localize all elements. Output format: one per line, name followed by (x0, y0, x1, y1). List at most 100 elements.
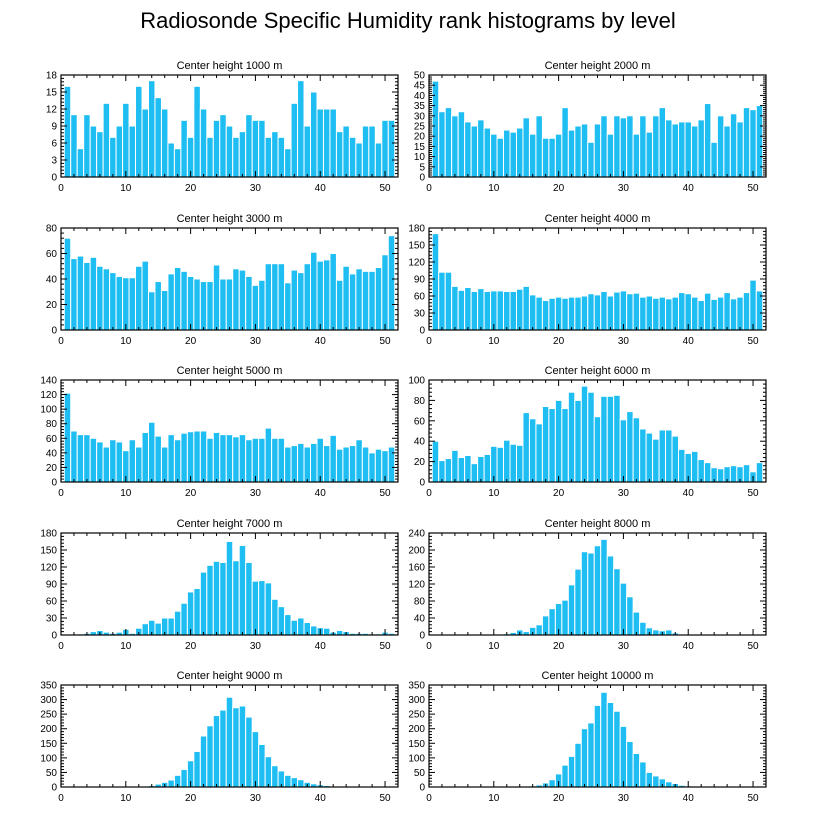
histogram-bar (102, 268, 111, 331)
histogram-bar (600, 395, 608, 483)
histogram-bar (496, 446, 505, 483)
histogram-bar (271, 598, 279, 636)
histogram-bar (290, 269, 299, 331)
histogram-bar (613, 568, 621, 636)
y-tick-label: 250 (408, 710, 425, 721)
histogram-bar (225, 696, 234, 788)
x-tick-label: 20 (553, 488, 565, 499)
histogram-bar (135, 446, 143, 483)
histogram-bar (335, 131, 344, 178)
x-tick-label: 0 (58, 183, 64, 194)
histogram-bar (736, 121, 744, 178)
histogram-bar (703, 103, 712, 178)
histogram-bar (567, 129, 576, 178)
histogram-bar (665, 429, 673, 483)
histogram-bar (606, 395, 615, 483)
histogram-bar (83, 261, 91, 331)
histogram-bar (457, 289, 466, 331)
histogram-bar (561, 297, 569, 331)
histogram-bar (703, 462, 712, 483)
histogram-bar (658, 107, 667, 178)
histogram-bar (271, 765, 279, 788)
histogram-bar (264, 756, 273, 788)
histogram-bar (167, 434, 175, 483)
x-tick-label: 40 (683, 793, 695, 804)
histogram-bar (561, 408, 569, 483)
histogram-bar (193, 588, 201, 636)
histogram-bar (154, 435, 162, 483)
histogram-bar (128, 439, 137, 483)
histogram-bar (749, 279, 757, 331)
histogram-bar (70, 114, 78, 178)
histogram-bar (115, 275, 124, 331)
histogram-bar (444, 107, 453, 178)
histogram-bar (76, 255, 85, 331)
histogram-bar (219, 114, 227, 178)
x-tick-label: 20 (553, 336, 565, 347)
x-tick-label: 20 (185, 488, 197, 499)
x-tick-label: 30 (618, 336, 630, 347)
histogram-bar (658, 429, 667, 483)
histogram-bar (271, 263, 279, 331)
histogram-bar (135, 85, 143, 178)
histogram-bar (671, 123, 680, 178)
histogram-bar (173, 439, 182, 483)
histogram-bar (632, 417, 641, 483)
y-tick-label: 80 (46, 224, 58, 235)
y-tick-label: 140 (40, 376, 57, 387)
histogram-bar (258, 743, 266, 788)
y-tick-label: 30 (46, 614, 58, 625)
histogram-bar (199, 108, 208, 178)
histogram-bar (141, 260, 149, 331)
histogram-bar (212, 264, 221, 331)
y-tick-label: 80 (46, 419, 58, 430)
y-tick-label: 40 (46, 275, 58, 286)
x-tick-label: 30 (250, 641, 262, 652)
x-tick-label: 20 (553, 793, 565, 804)
histogram-bar (671, 296, 680, 331)
y-tick-label: 0 (51, 173, 57, 184)
histogram-bar (225, 434, 234, 483)
histogram-bar (251, 284, 260, 331)
y-tick-label: 90 (46, 580, 58, 591)
histogram-bar (251, 437, 260, 483)
y-tick-label: 120 (40, 390, 57, 401)
histogram-bar (723, 125, 731, 178)
x-tick-label: 40 (315, 641, 327, 652)
histogram-bar (716, 115, 725, 178)
histogram-bar (180, 769, 188, 788)
x-tick-label: 10 (488, 488, 500, 499)
panel-title: Center height 2000 m (545, 60, 651, 72)
histogram-bar (147, 291, 156, 331)
histogram-bar (322, 627, 331, 636)
histogram-bar (193, 278, 201, 331)
y-tick-label: 90 (414, 275, 426, 286)
y-tick-label: 40 (414, 91, 426, 102)
y-tick-label: 250 (40, 710, 57, 721)
histogram-bar (135, 265, 143, 331)
y-tick-label: 0 (51, 478, 57, 489)
histogram-bar (310, 625, 318, 636)
panel-8: Center height 8000 m 0 10 20 30 40 50 0 40 80 120 1… (408, 518, 767, 652)
histogram-bar (626, 411, 634, 483)
histogram-bar (361, 446, 370, 483)
histogram-bar (464, 454, 472, 483)
histogram-bar (316, 437, 324, 483)
histogram-bar (70, 258, 78, 331)
panel-4: Center height 4000 m 0 10 20 30 40 50 0 30 60 90 12… (408, 213, 767, 347)
x-tick-label: 40 (683, 488, 695, 499)
x-tick-label: 30 (250, 336, 262, 347)
x-tick-label: 30 (618, 641, 630, 652)
histogram-bar (160, 289, 169, 331)
histogram-bar (122, 102, 130, 178)
histogram-bar (652, 775, 660, 788)
histogram-bar (212, 119, 221, 178)
y-tick-label: 100 (408, 753, 425, 764)
histogram-bar (297, 272, 305, 331)
histogram-bar (303, 263, 312, 331)
histogram-bar (600, 538, 608, 636)
x-tick-label: 20 (553, 641, 565, 652)
y-tick-label: 15 (46, 88, 58, 99)
histogram-bar (729, 298, 738, 331)
histogram-bar (251, 119, 260, 178)
